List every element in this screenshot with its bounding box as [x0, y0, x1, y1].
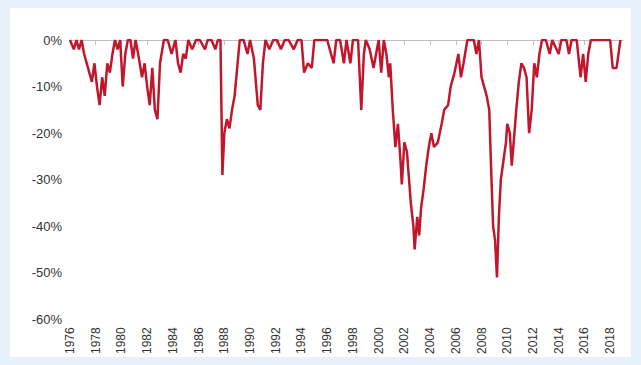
svg-text:2018: 2018	[603, 327, 617, 354]
svg-text:1992: 1992	[269, 327, 283, 354]
svg-text:0%: 0%	[43, 33, 62, 48]
svg-text:2008: 2008	[475, 327, 489, 354]
svg-text:-30%: -30%	[32, 172, 63, 187]
svg-text:1978: 1978	[89, 327, 103, 354]
svg-text:2006: 2006	[449, 327, 463, 354]
svg-text:1976: 1976	[63, 327, 77, 354]
svg-text:2010: 2010	[500, 327, 514, 354]
svg-text:2016: 2016	[577, 327, 591, 354]
svg-text:1982: 1982	[140, 327, 154, 354]
svg-text:1988: 1988	[217, 327, 231, 354]
svg-text:-10%: -10%	[32, 79, 63, 94]
svg-text:1996: 1996	[320, 327, 334, 354]
svg-text:1994: 1994	[294, 327, 308, 354]
svg-text:1980: 1980	[114, 327, 128, 354]
svg-text:-20%: -20%	[32, 126, 63, 141]
svg-text:2002: 2002	[397, 327, 411, 354]
svg-text:1998: 1998	[346, 327, 360, 354]
svg-text:-40%: -40%	[32, 219, 63, 234]
svg-text:2014: 2014	[552, 327, 566, 354]
svg-text:-60%: -60%	[32, 312, 63, 327]
svg-text:2000: 2000	[372, 327, 386, 354]
svg-text:1990: 1990	[243, 327, 257, 354]
svg-text:2004: 2004	[423, 327, 437, 354]
svg-text:-50%: -50%	[32, 265, 63, 280]
svg-text:1984: 1984	[166, 327, 180, 354]
svg-text:2012: 2012	[526, 327, 540, 354]
svg-text:1986: 1986	[192, 327, 206, 354]
